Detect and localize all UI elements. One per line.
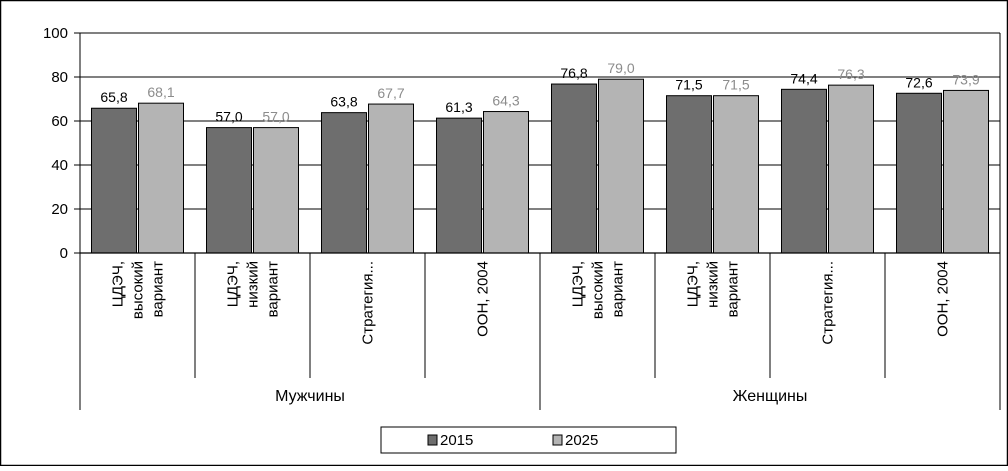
category-label-5: ЦДЭЧ,: [570, 261, 587, 307]
data-label-2025-5: 79,0: [607, 60, 634, 76]
group-label-2: Женщины: [733, 388, 808, 405]
data-label-2015-5: 76,8: [560, 65, 587, 81]
data-label-2025-4: 64,3: [492, 93, 519, 109]
category-label-4: ООН, 2004: [475, 261, 492, 337]
data-label-2015-4: 61,3: [445, 99, 472, 115]
bar-2015-2: [206, 127, 252, 254]
bar-2025-4: [483, 111, 529, 254]
y-tick-label: 60: [51, 113, 68, 130]
bar-2015-5: [551, 83, 597, 254]
category-label-8: ООН, 2004: [935, 261, 952, 337]
bar-2015-4: [436, 117, 482, 254]
data-label-2025-7: 76,3: [837, 66, 864, 82]
data-label-2015-6: 71,5: [675, 77, 702, 93]
legend-box: [380, 426, 677, 454]
data-label-2025-1: 68,1: [147, 84, 174, 100]
category-label-5: вариант: [610, 261, 627, 317]
category-label-1: вариант: [150, 261, 167, 317]
bar-2025-2: [253, 127, 299, 254]
bar-2025-5: [598, 78, 644, 254]
data-label-2015-3: 63,8: [330, 94, 357, 110]
category-label-1: высокий: [130, 261, 147, 319]
category-label-6: ЦДЭЧ,: [685, 261, 702, 307]
bar-2025-8: [943, 89, 989, 254]
bar-2025-3: [368, 103, 414, 254]
bar-2015-6: [666, 95, 712, 254]
category-label-2: вариант: [265, 261, 282, 317]
category-label-1: ЦДЭЧ,: [110, 261, 127, 307]
data-label-2015-1: 65,8: [100, 89, 127, 105]
group-label-1: Мужчины: [275, 388, 345, 405]
bar-2015-7: [781, 88, 827, 254]
y-tick-label: 100: [43, 25, 68, 42]
category-label-2: низкий: [245, 261, 262, 308]
bar-2015-3: [321, 112, 367, 254]
bar-2015-8: [896, 92, 942, 254]
data-label-2015-8: 72,6: [905, 74, 932, 90]
category-label-2: ЦДЭЧ,: [225, 261, 242, 307]
bar-2025-1: [138, 102, 184, 254]
category-label-6: низкий: [705, 261, 722, 308]
category-label-5: высокий: [590, 261, 607, 319]
y-tick-label: 20: [51, 201, 68, 218]
category-label-6: вариант: [725, 261, 742, 317]
legend-swatch-2015: [427, 434, 438, 446]
bar-2025-6: [713, 95, 759, 254]
data-label-2025-2: 57,0: [262, 109, 289, 125]
bar-2025-7: [828, 84, 874, 254]
category-label-7: Стратегия...: [820, 261, 837, 345]
y-tick-label: 0: [60, 245, 68, 262]
legend-label-2025: 2025: [565, 432, 598, 449]
y-tick-label: 40: [51, 157, 68, 174]
data-label-2015-2: 57,0: [215, 109, 242, 125]
legend-swatch-2025: [552, 434, 563, 446]
data-label-2025-8: 73,9: [952, 71, 979, 87]
y-tick-label: 80: [51, 69, 68, 86]
data-label-2025-3: 67,7: [377, 85, 404, 101]
category-label-3: Стратегия...: [360, 261, 377, 345]
data-label-2015-7: 74,4: [790, 70, 817, 86]
bar-2015-1: [91, 107, 137, 254]
legend-label-2015: 2015: [440, 432, 473, 449]
data-label-2025-6: 71,5: [722, 77, 749, 93]
